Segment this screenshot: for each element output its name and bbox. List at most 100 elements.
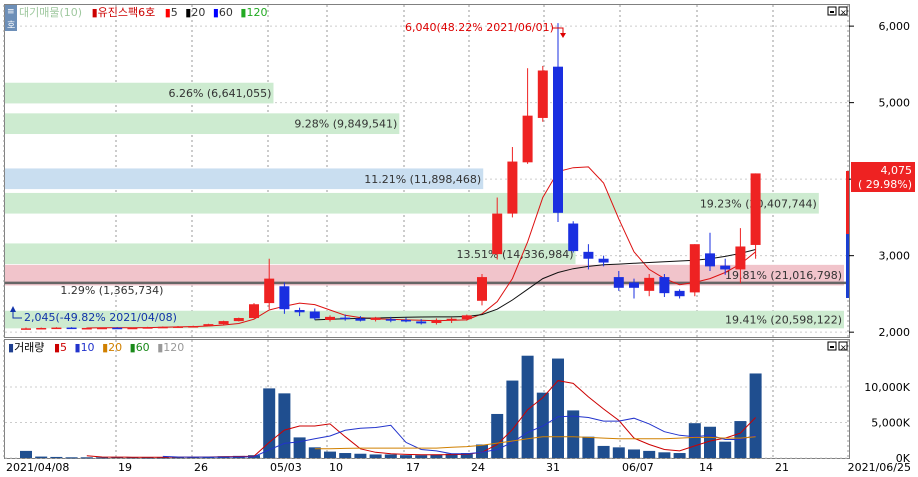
volume-bar xyxy=(369,454,382,458)
price-ma-line-20 xyxy=(314,249,756,321)
volume-bar xyxy=(445,453,458,458)
volume-bar xyxy=(324,451,336,458)
candle-body xyxy=(188,326,199,328)
x-tick-label: 24 xyxy=(471,461,485,474)
volume-bar xyxy=(156,457,169,459)
volume-bar xyxy=(400,455,412,458)
candle-body xyxy=(264,278,275,304)
candles xyxy=(21,23,761,330)
volume-ma-line-20 xyxy=(314,436,756,450)
candle-body xyxy=(461,315,472,320)
candle-body xyxy=(385,319,396,321)
volume-bar xyxy=(643,450,656,458)
volume-bar xyxy=(688,423,701,458)
candle-body xyxy=(522,115,533,163)
price-tick-label: 2,000 xyxy=(879,326,911,339)
chart-type-icon: 호 xyxy=(7,20,15,31)
volume-bar xyxy=(354,453,367,458)
volume-bar xyxy=(749,373,762,458)
candle-body xyxy=(477,277,487,301)
candle-body xyxy=(537,70,548,118)
candle-body xyxy=(446,318,457,321)
volume-bar xyxy=(673,453,686,458)
candle-body xyxy=(203,324,214,327)
max-price-pointer xyxy=(552,27,564,34)
volume-profile-band xyxy=(5,113,400,135)
candle-body xyxy=(644,277,655,291)
volume-profile: 19.41% (20,598,122) 1.29% (1,365,734) 19.8… xyxy=(5,82,849,329)
volume-legend: ▮거래량 ▮5 ▮10 ▮20 ▮60 ▮120 × xyxy=(8,341,848,354)
candle-body xyxy=(568,223,579,252)
volume-profile-label: 9.28% (9,849,541) xyxy=(294,118,397,131)
candle-body xyxy=(218,321,229,325)
vol-close-icon: × xyxy=(840,343,847,352)
svg-text:▮거래량 ▮5 ▮10: ▮거래량 ▮5 ▮10 ▮20 ▮60 ▮120 xyxy=(8,341,184,354)
vol-minimize-icon xyxy=(830,346,834,348)
candle-body xyxy=(173,326,183,328)
candle-body xyxy=(294,309,305,313)
collapse-button[interactable] xyxy=(5,5,17,31)
candle-body xyxy=(157,326,168,329)
x-tick-label: 05/03 xyxy=(270,461,302,474)
volume-bar xyxy=(612,447,625,458)
volume-bar xyxy=(339,453,352,458)
volume-profile-label: 11.21% (11,898,468) xyxy=(364,173,481,186)
last-price: 4,075 xyxy=(881,164,913,177)
volume-bar xyxy=(384,454,397,458)
volume-profile-band xyxy=(5,82,274,104)
candle-body xyxy=(127,327,138,330)
volume-bar xyxy=(719,441,732,458)
x-tick-label: 17 xyxy=(406,461,420,474)
candle-body xyxy=(51,327,62,330)
price-legend: ≡ 호 대기매물(10) ▮유진스팩6호 ▮5 ▮20 ▮60 ▮120 × xyxy=(5,5,848,31)
candle-body xyxy=(689,244,700,293)
volume-profile-band xyxy=(5,310,844,329)
legend-stock: 유진스팩6호 xyxy=(98,6,156,19)
legend-vol-ma10: 10 xyxy=(81,341,95,354)
last-price-badge xyxy=(851,162,915,192)
price-tick-label: 3,000 xyxy=(879,250,911,263)
ma-value-marker xyxy=(846,234,849,298)
volume-moving-averages xyxy=(86,380,756,458)
minimize-icon xyxy=(830,11,834,13)
volume-bar xyxy=(293,437,306,458)
x-tick-label: 21 xyxy=(775,461,789,474)
volume-profile-band xyxy=(5,168,484,190)
candle-body xyxy=(97,327,107,330)
x-tick-label: 31 xyxy=(546,461,560,474)
x-tick-label: 06/07 xyxy=(622,461,654,474)
volume-profile-label: 1.29% (1,365,734) xyxy=(60,284,163,297)
collapse-icon: ≡ xyxy=(7,7,15,17)
volume-bar xyxy=(491,413,504,458)
volume-bar xyxy=(80,457,93,459)
volume-bar xyxy=(141,457,154,459)
legend-vol-ma60: 60 xyxy=(136,341,150,354)
svg-text:대기매물(10) ▮유진스팩6호 ▮: 대기매물(10) ▮유진스팩6호 ▮5 ▮20 ▮60 ▮120 xyxy=(19,6,267,19)
volume-bar xyxy=(35,456,48,458)
max-price-label: 6,040(48.22% 2021/06/01) xyxy=(405,21,554,34)
candle-body xyxy=(355,318,366,321)
volume-bar xyxy=(415,455,428,458)
max-price-arrow-icon xyxy=(560,33,566,38)
volume-bar xyxy=(476,444,488,458)
close-button[interactable] xyxy=(838,6,848,16)
volume-ma-line-10 xyxy=(162,415,756,458)
vertical-grid xyxy=(3,5,849,458)
volume-tick-label: 5,000K xyxy=(871,416,910,429)
candle-body xyxy=(659,277,670,294)
candle-body xyxy=(507,161,518,214)
volume-profile-label: 13.51% (14,336,984) xyxy=(457,248,574,261)
volume-bar xyxy=(460,453,473,458)
candle-body xyxy=(279,286,290,310)
volume-bar xyxy=(430,454,443,458)
volume-profile-label: 19.41% (20,598,122) xyxy=(725,314,842,327)
volume-bar xyxy=(536,392,549,458)
volume-tick-label: 10,000K xyxy=(864,381,910,394)
candle-body xyxy=(416,321,427,324)
volume-bar xyxy=(50,456,63,458)
vol-close-button[interactable] xyxy=(838,341,848,351)
x-tick-label: 2021/06/25 xyxy=(848,461,911,474)
candle-body xyxy=(613,277,624,288)
candle-body xyxy=(81,327,92,330)
